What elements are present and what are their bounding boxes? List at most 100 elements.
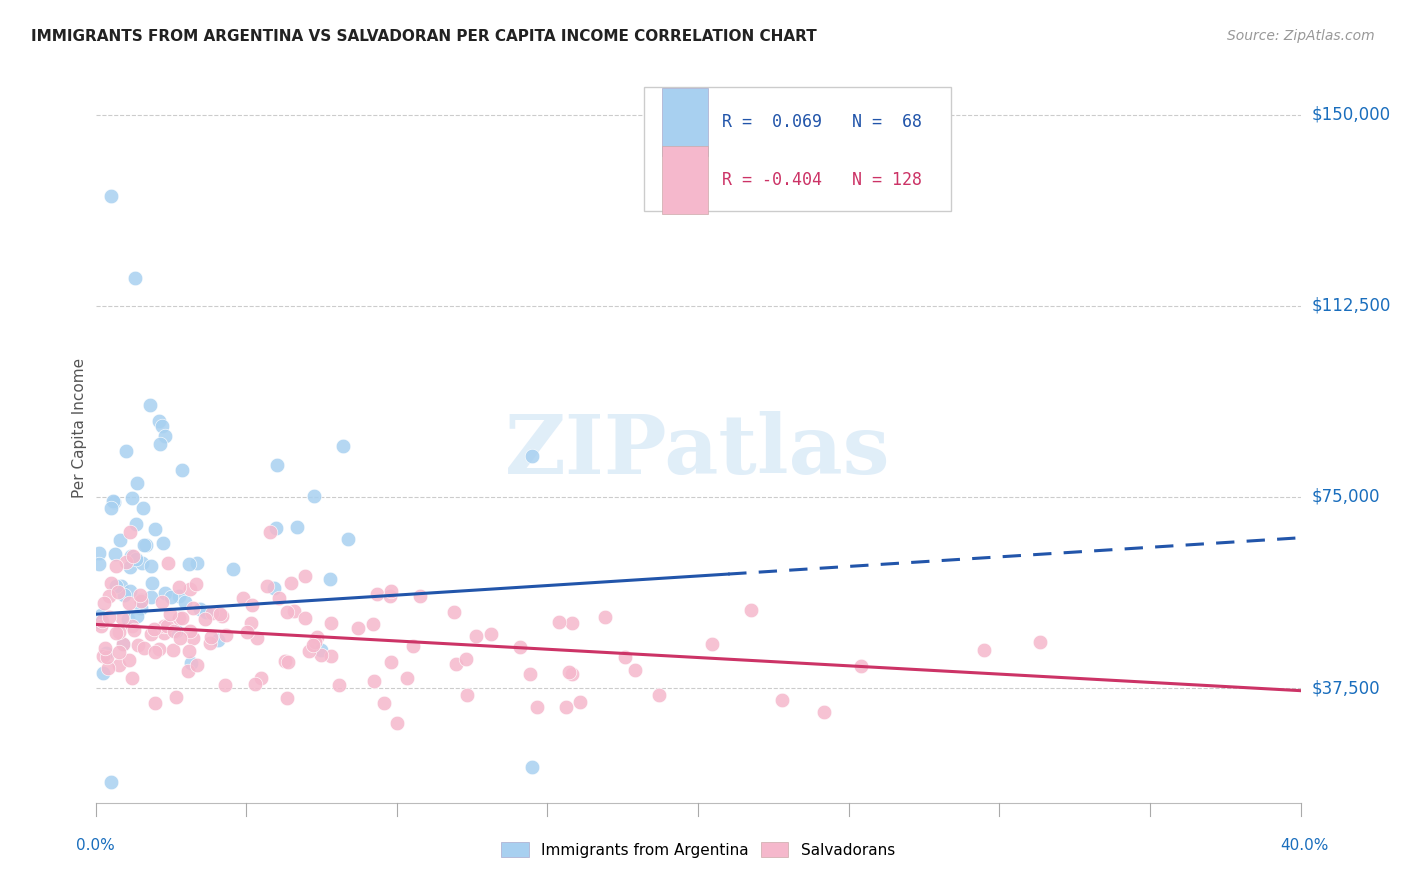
Bar	[662, 146, 707, 214]
Point	[277, 655, 299, 669]
Point	[548, 615, 571, 629]
Point	[267, 591, 290, 605]
Point	[624, 663, 647, 677]
Point	[276, 690, 298, 705]
Point	[361, 617, 384, 632]
Point	[172, 463, 194, 477]
Point	[129, 593, 152, 607]
Point	[402, 640, 425, 654]
Point	[259, 524, 281, 539]
Point	[177, 557, 200, 571]
Point	[165, 690, 187, 704]
Point	[276, 605, 298, 619]
Point	[115, 556, 138, 570]
Point	[387, 716, 409, 731]
Point	[214, 678, 236, 692]
Point	[153, 586, 176, 600]
Point	[973, 642, 995, 657]
Point	[201, 606, 224, 620]
Point	[332, 439, 354, 453]
Y-axis label: Per Capita Income: Per Capita Income	[72, 358, 87, 499]
Point	[319, 615, 342, 630]
Point	[112, 588, 135, 602]
Bar	[662, 88, 707, 155]
Point	[593, 610, 616, 624]
Point	[283, 604, 305, 618]
Point	[444, 657, 467, 672]
Point	[100, 775, 122, 789]
Point	[122, 623, 145, 637]
Point	[554, 699, 576, 714]
Point	[118, 525, 141, 540]
Point	[103, 495, 125, 509]
Point	[87, 546, 110, 560]
Point	[90, 607, 112, 622]
Point	[264, 521, 287, 535]
Point	[179, 643, 201, 657]
Point	[194, 605, 217, 619]
Point	[243, 676, 266, 690]
Point	[337, 533, 360, 547]
Point	[231, 591, 253, 605]
Point	[740, 603, 762, 617]
Point	[569, 695, 592, 709]
Point	[149, 437, 172, 451]
Point	[134, 538, 156, 552]
Point	[454, 652, 477, 666]
Point	[702, 637, 724, 651]
Text: Source: ZipAtlas.com: Source: ZipAtlas.com	[1227, 29, 1375, 43]
Point	[128, 588, 150, 602]
Point	[363, 673, 385, 688]
Point	[509, 640, 531, 654]
Point	[179, 582, 201, 596]
Point	[298, 644, 321, 658]
Point	[110, 579, 132, 593]
Point	[87, 557, 110, 571]
Point	[107, 585, 129, 599]
Point	[105, 559, 128, 574]
Point	[207, 632, 229, 647]
Point	[378, 589, 401, 603]
Point	[465, 629, 488, 643]
Point	[211, 608, 233, 623]
Point	[194, 612, 217, 626]
Text: $112,500: $112,500	[1312, 297, 1391, 315]
Point	[125, 476, 148, 491]
Point	[153, 429, 176, 443]
Point	[285, 520, 308, 534]
Point	[165, 624, 187, 639]
Point	[274, 653, 297, 667]
Point	[648, 688, 671, 702]
Point	[148, 642, 170, 657]
Point	[366, 587, 388, 601]
Point	[98, 589, 121, 603]
Point	[522, 760, 544, 774]
Point	[249, 671, 271, 685]
Point	[141, 559, 163, 574]
Point	[108, 645, 131, 659]
Point	[152, 535, 174, 549]
Point	[97, 661, 120, 675]
Text: $37,500: $37,500	[1312, 679, 1381, 698]
Point	[153, 619, 176, 633]
Point	[127, 639, 149, 653]
Point	[263, 582, 285, 596]
Point	[121, 618, 143, 632]
Point	[409, 589, 432, 603]
Point	[221, 562, 243, 576]
Text: $75,000: $75,000	[1312, 488, 1381, 506]
Point	[100, 189, 122, 203]
Point	[160, 591, 183, 605]
Point	[96, 650, 118, 665]
Point	[294, 611, 316, 625]
Point	[294, 569, 316, 583]
Point	[167, 589, 190, 603]
Point	[522, 449, 544, 463]
Point	[96, 646, 118, 660]
Point	[152, 595, 174, 609]
Point	[139, 398, 162, 412]
Point	[395, 671, 418, 685]
Point	[179, 624, 201, 639]
Text: IMMIGRANTS FROM ARGENTINA VS SALVADORAN PER CAPITA INCOME CORRELATION CHART: IMMIGRANTS FROM ARGENTINA VS SALVADORAN …	[31, 29, 817, 44]
Point	[108, 657, 131, 672]
